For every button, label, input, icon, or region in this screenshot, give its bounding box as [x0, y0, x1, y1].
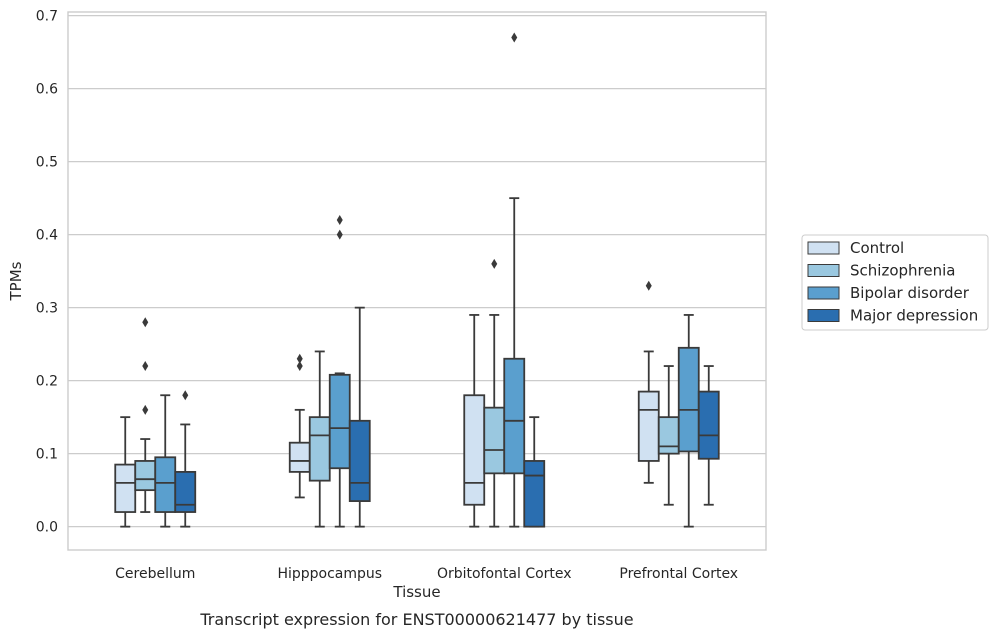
box-schizophrenia — [134, 317, 157, 513]
outlier-point — [142, 404, 149, 415]
legend-label: Major depression — [850, 307, 978, 325]
box-bipolar-disorder — [154, 394, 177, 528]
y-tick-label: 0.6 — [36, 82, 58, 98]
box-iqr — [114, 463, 137, 513]
box-iqr — [328, 373, 351, 470]
box-major-depression — [523, 416, 546, 528]
legend-label: Bipolar disorder — [850, 284, 970, 302]
box-series — [114, 32, 720, 528]
box-control — [114, 416, 137, 528]
legend-swatch — [807, 286, 840, 300]
box-iqr — [637, 390, 660, 462]
box-iqr — [503, 357, 526, 475]
legend: Control Schizophrenia Bipolar disorder Majo… — [801, 234, 989, 331]
box-major-depression — [697, 365, 720, 506]
legend-frame — [801, 234, 989, 331]
outlier-point — [296, 361, 303, 372]
x-tick-labels: Cerebellum Hipppocampus Orbitofontal Corte… — [115, 566, 738, 582]
y-tick-label: 0.1 — [36, 447, 58, 463]
y-tick-label: 0.3 — [36, 301, 58, 317]
legend-swatch — [807, 241, 840, 255]
x-tick-label: Prefrontal Cortex — [619, 566, 738, 582]
outlier-point — [142, 361, 149, 372]
y-axis-label: TPMs — [7, 261, 25, 301]
outlier-point — [336, 229, 343, 240]
box-schizophrenia — [657, 365, 680, 506]
x-tick-label: Cerebellum — [115, 566, 195, 582]
y-tick-labels: 0.0 0.1 0.2 0.3 0.4 0.5 0.6 0.7 — [36, 9, 58, 536]
box-iqr — [463, 394, 486, 506]
chart-caption: Transcript expression for ENST0000062147… — [199, 610, 633, 629]
box-iqr — [697, 390, 720, 460]
box-bipolar-disorder — [503, 32, 526, 528]
box-iqr — [174, 470, 197, 513]
box-iqr — [523, 460, 546, 528]
y-tick-label: 0.4 — [36, 228, 58, 244]
legend-swatch — [807, 264, 840, 277]
x-tick-label: Orbitofontal Cortex — [437, 566, 572, 582]
y-tick-label: 0.2 — [36, 374, 58, 390]
box-major-depression — [174, 390, 197, 528]
legend-label: Control — [850, 239, 904, 257]
box-iqr — [677, 346, 700, 453]
box-control — [288, 353, 311, 499]
outlier-point — [296, 353, 303, 364]
legend-swatch — [807, 309, 840, 322]
box-major-depression — [348, 306, 371, 528]
outlier-point — [491, 258, 498, 269]
outlier-point — [645, 280, 652, 291]
x-axis-label: Tissue — [392, 583, 440, 601]
box-iqr — [483, 406, 506, 475]
outlier-point — [336, 215, 343, 226]
box-iqr — [134, 460, 157, 492]
box-iqr — [657, 416, 680, 455]
box-iqr — [288, 441, 311, 473]
legend-items: Control Schizophrenia Bipolar disorder Majo… — [807, 239, 978, 325]
box-schizophrenia — [308, 350, 331, 528]
outlier-point — [182, 390, 189, 401]
outlier-point — [511, 32, 518, 43]
box-iqr — [348, 419, 371, 502]
x-tick-label: Hipppocampus — [277, 566, 382, 582]
outlier-point — [142, 317, 149, 328]
legend-label: Schizophrenia — [850, 262, 955, 280]
y-tick-label: 0.7 — [36, 9, 58, 25]
y-tick-label: 0.5 — [36, 155, 58, 171]
y-tick-label: 0.0 — [36, 520, 58, 536]
box-iqr — [308, 416, 331, 482]
box-iqr — [154, 456, 177, 513]
box-schizophrenia — [483, 258, 506, 528]
